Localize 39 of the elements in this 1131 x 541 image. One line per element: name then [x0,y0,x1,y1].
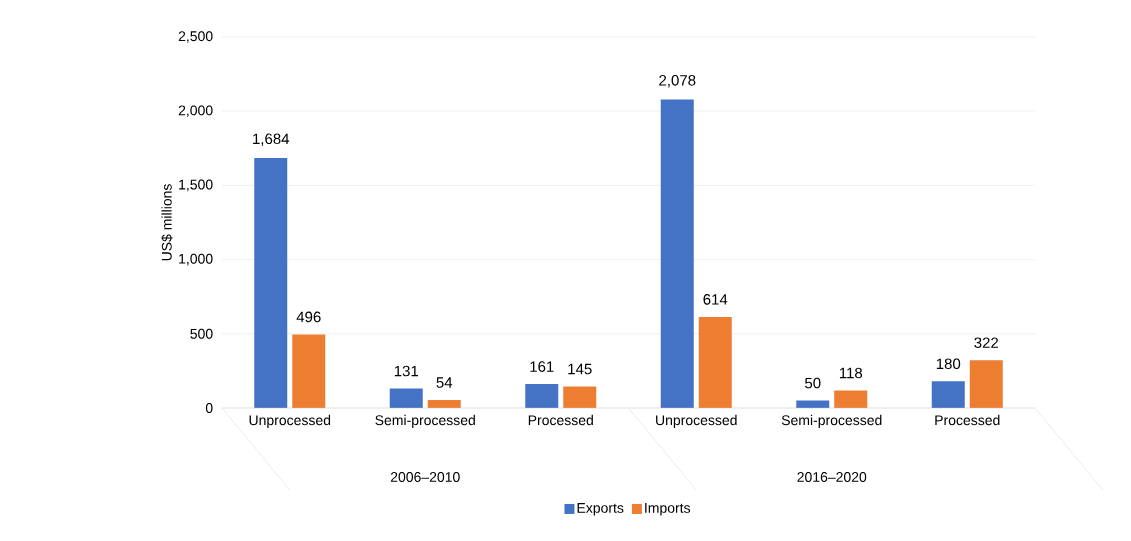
y-tick-label: 1,500 [179,179,213,192]
data-label: 180 [936,358,961,370]
y-tick-label: 500 [190,328,213,339]
bar [969,360,1003,408]
data-label: 322 [974,337,999,349]
data-label: 54 [436,377,453,388]
data-label: 118 [839,367,863,379]
x-tick-label: Unprocessed [249,414,331,428]
bar [563,386,597,408]
x-tick-label: Semi-processed [781,414,882,428]
bar [389,388,423,408]
legend-label: Imports [645,503,691,516]
data-label: 496 [296,311,321,323]
data-label: 1,684 [253,133,290,146]
data-label: 2,078 [659,75,696,88]
x-tick-label: Processed [528,414,593,426]
data-label: 614 [703,294,728,305]
data-label: 161 [530,361,554,372]
text: 2016–2020 [797,472,867,482]
text: 2006–2010 [390,472,460,482]
legend-label: Exports [577,503,624,516]
data-label: 145 [568,363,592,375]
y-axis-title: US$ millions [161,184,173,261]
bar [525,384,559,408]
data-label: 131 [394,365,419,377]
y-tick-label: 1,000 [179,253,213,266]
bar [254,158,288,408]
x-tick-label: Processed [935,414,1000,426]
y-tick-label: 0 [205,403,213,413]
bar [660,99,694,408]
bar [698,316,732,408]
x-tick-label: Semi-processed [375,414,475,428]
bar [292,334,326,408]
data-label: 50 [805,377,821,389]
y-tick-label: 2,500 [178,31,213,43]
x-tick-label: Unprocessed [656,414,737,428]
y-tick-label: 2,000 [178,105,213,117]
bar [931,381,965,408]
bar [834,390,868,408]
